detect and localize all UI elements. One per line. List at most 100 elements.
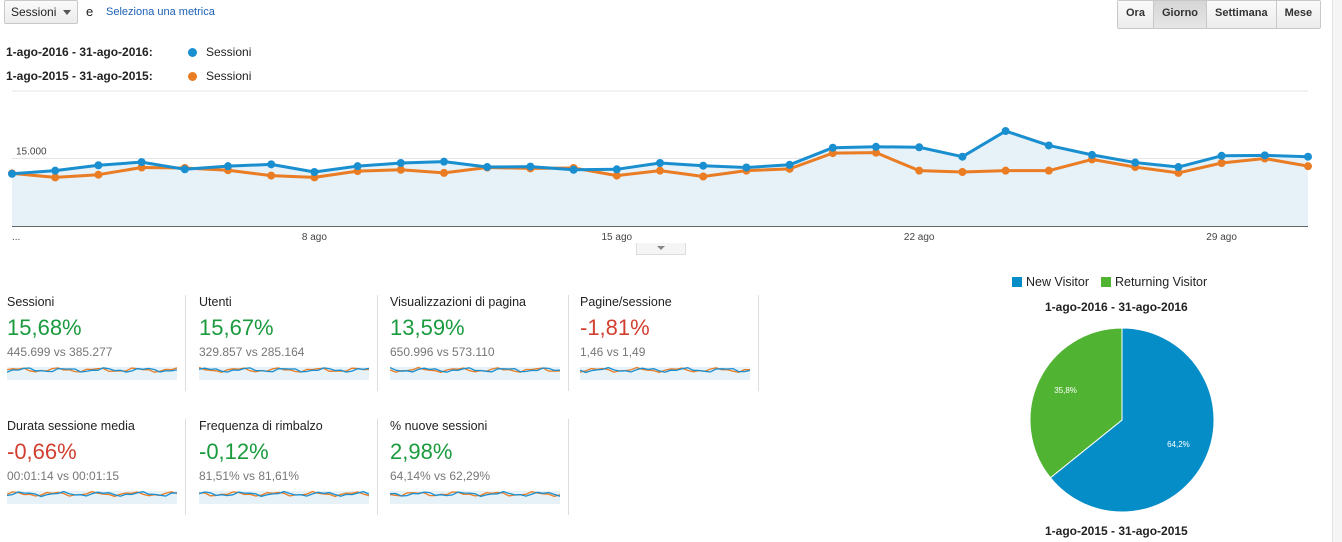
metric-label: Visualizzazioni di pagina — [390, 295, 526, 309]
data-point-current — [1131, 158, 1140, 167]
data-point-current — [1174, 163, 1183, 172]
metric-change: -0,66% — [7, 439, 77, 464]
new-visitor-swatch-icon — [1012, 277, 1022, 287]
data-point-previous — [915, 166, 924, 175]
metric-tile-avg-session-duration[interactable]: Durata sessione media -0,66% 00:01:14 vs… — [7, 419, 186, 515]
data-point-current — [1044, 141, 1053, 150]
data-point-current — [569, 165, 578, 174]
pie-legend-new-visitor[interactable]: New Visitor — [1026, 275, 1089, 289]
data-point-previous — [51, 173, 60, 182]
pie-legend-returning-visitor[interactable]: Returning Visitor — [1114, 275, 1208, 289]
sparkline — [199, 490, 369, 504]
metric-label: Utenti — [199, 295, 232, 309]
metric-select-value: Sessioni — [11, 5, 57, 19]
metric-label: Durata sessione media — [7, 419, 135, 433]
data-point-current — [1304, 152, 1312, 161]
granularity-hour-button[interactable]: Ora — [1118, 1, 1153, 28]
pie-slice-label: 35,8% — [1054, 386, 1077, 395]
metric-compare: 650.996 vs 573.110 — [390, 345, 495, 359]
metric-change: -0,12% — [199, 439, 269, 464]
legend-date-current: 1-ago-2016 - 31-ago-2016: — [6, 45, 153, 59]
data-point-previous — [1174, 168, 1183, 177]
metric-change: 15,67% — [199, 315, 274, 340]
add-metric-link[interactable]: Seleziona una metrica — [106, 6, 215, 18]
metric-compare: 00:01:14 vs 00:01:15 — [7, 469, 120, 483]
x-tick-label: 22 ago — [904, 232, 935, 243]
pie-legend: New Visitor Returning Visitor — [1012, 275, 1207, 289]
x-tick-label: 15 ago — [602, 232, 633, 243]
data-point-previous — [872, 148, 880, 157]
metric-label: % nuove sessioni — [390, 419, 488, 433]
y-tick-label: 30.000 — [16, 88, 47, 90]
data-point-current — [440, 157, 448, 166]
x-tick-label: ... — [12, 232, 20, 243]
metric-label: Sessioni — [7, 295, 55, 309]
pie-slice-returning-visitor — [1029, 327, 1123, 479]
data-point-current — [699, 161, 708, 170]
series-dot-icon — [188, 71, 197, 81]
data-point-previous — [396, 165, 405, 174]
sparkline — [7, 490, 177, 504]
sparkline-previous — [7, 490, 177, 498]
granularity-month-button[interactable]: Mese — [1275, 1, 1321, 28]
granularity-toggle: Ora Giorno Settimana Mese — [1117, 0, 1322, 29]
granularity-day-button[interactable]: Giorno — [1152, 1, 1207, 28]
data-point-current — [1217, 151, 1226, 160]
metric-compare: 64,14% vs 62,29% — [390, 469, 491, 483]
metric-tile-bounce-rate[interactable]: Frequenza di rimbalzo -0,12% 81,51% vs 8… — [199, 419, 378, 515]
granularity-week-button[interactable]: Settimana — [1206, 1, 1276, 28]
data-point-current — [526, 162, 535, 171]
page-scrollbar[interactable] — [1332, 0, 1342, 542]
data-point-current — [1001, 127, 1010, 136]
data-point-current — [310, 168, 319, 176]
data-point-previous — [94, 170, 103, 179]
metric-compare: 81,51% vs 81,61% — [199, 469, 300, 483]
metric-change: 15,68% — [7, 315, 82, 340]
metric-change: -1,81% — [580, 315, 650, 340]
data-point-current — [1088, 150, 1096, 159]
sparkline-previous — [390, 491, 560, 498]
data-point-previous — [1044, 166, 1053, 175]
sparkline-previous — [390, 366, 560, 374]
sparkline-previous — [199, 366, 369, 373]
data-point-current — [267, 160, 276, 169]
sparkline-current — [390, 490, 560, 498]
conjunction-label: e — [86, 4, 94, 19]
returning-visitor-swatch-icon — [1100, 277, 1111, 287]
data-point-current — [8, 169, 16, 178]
data-point-current — [137, 158, 146, 167]
data-point-current — [742, 163, 751, 172]
x-tick-label: 29 ago — [1206, 232, 1237, 243]
metric-tile-pageviews[interactable]: Visualizzazioni di pagina 13,59% 650.996… — [390, 295, 569, 391]
data-point-current — [612, 165, 621, 174]
data-point-current — [958, 152, 967, 161]
sessions-line-chart[interactable]: 30.000 15.000... 8 ago 15 ago 22 ago 29 ago — [0, 88, 1320, 248]
metric-compare: 329.857 vs 285.164 — [199, 345, 305, 359]
sparkline — [7, 367, 177, 380]
series-dot-icon — [188, 47, 197, 57]
pie-slice-label: 64,2% — [1167, 440, 1190, 449]
sparkline — [199, 366, 369, 380]
data-point-previous — [1217, 159, 1226, 167]
legend-name-previous: Sessioni — [206, 69, 252, 83]
data-point-current — [828, 143, 837, 152]
data-point-previous — [612, 171, 621, 180]
data-point-current — [656, 159, 664, 167]
legend-date-previous: 1-ago-2015 - 31-ago-2015: — [6, 69, 153, 83]
sparkline-previous — [199, 490, 369, 498]
metric-select[interactable]: Sessioni — [4, 0, 78, 24]
data-point-current — [224, 162, 232, 171]
x-tick-label: 8 ago — [302, 232, 327, 243]
metric-tile-pages-per-session[interactable]: Pagine/sessione -1,81% 1,46 vs 1,49 — [580, 295, 759, 391]
sparkline — [390, 490, 560, 504]
data-point-current — [483, 163, 492, 172]
visitor-pie-chart[interactable]: 64,2% 35,8% — [1022, 320, 1222, 520]
metric-change: 13,59% — [390, 315, 465, 340]
data-point-current — [915, 143, 924, 152]
chart-resize-handle[interactable] — [636, 243, 686, 255]
metric-tile-new-sessions[interactable]: % nuove sessioni 2,98% 64,14% vs 62,29% — [390, 419, 569, 515]
metric-tile-users[interactable]: Utenti 15,67% 329.857 vs 285.164 — [199, 295, 378, 391]
legend-row-current: 1-ago-2016 - 31-ago-2016: Sessioni — [6, 45, 251, 59]
metric-tile-sessions[interactable]: Sessioni 15,68% 445.699 vs 385.277 — [7, 295, 186, 391]
sparkline-current — [199, 490, 369, 498]
